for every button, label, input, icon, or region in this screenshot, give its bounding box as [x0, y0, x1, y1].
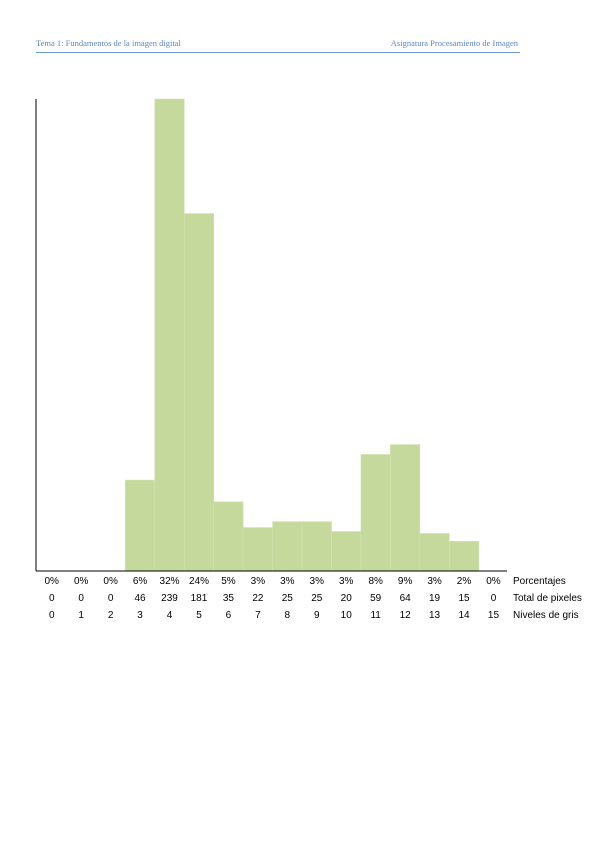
- pixel-count-label-11: 59: [370, 593, 382, 604]
- row-label-categories: Niveles de gris: [513, 610, 579, 621]
- percentage-label-5: 24%: [189, 576, 209, 587]
- histogram-bar-7: [242, 527, 273, 572]
- gray-level-label-6: 6: [226, 610, 232, 621]
- pixel-count-label-5: 181: [191, 593, 208, 604]
- percentage-label-6: 5%: [221, 576, 236, 587]
- gray-level-label-2: 2: [108, 610, 114, 621]
- percentage-label-14: 2%: [457, 576, 472, 587]
- gray-level-label-4: 4: [167, 610, 173, 621]
- gray-level-label-14: 14: [458, 610, 470, 621]
- pixel-count-label-12: 64: [400, 593, 412, 604]
- gray-level-label-11: 11: [370, 610, 381, 621]
- gray-level-label-9: 9: [314, 610, 320, 621]
- percentage-label-4: 32%: [160, 576, 180, 587]
- gray-level-label-13: 13: [429, 610, 441, 621]
- pixel-count-label-10: 20: [341, 593, 353, 604]
- histogram-bar-13: [419, 533, 450, 572]
- pixel-count-label-2: 0: [108, 593, 114, 604]
- header-course-title: Asignatura Procesamiento de Imagen: [390, 38, 518, 48]
- percentage-label-1: 0%: [74, 576, 89, 587]
- histogram-bar-10: [331, 531, 362, 572]
- pixel-count-label-6: 35: [223, 593, 235, 604]
- percentage-label-13: 3%: [427, 576, 442, 587]
- gray-level-label-10: 10: [341, 610, 353, 621]
- gray-level-label-0: 0: [49, 610, 55, 621]
- histogram-bar-4: [154, 98, 185, 572]
- pixel-count-label-15: 0: [491, 593, 497, 604]
- pixel-count-label-1: 0: [78, 593, 84, 604]
- percentage-label-11: 8%: [368, 576, 383, 587]
- percentage-label-15: 0%: [486, 576, 501, 587]
- percentage-label-12: 9%: [398, 576, 413, 587]
- pixel-count-label-13: 19: [429, 593, 441, 604]
- gray-level-label-15: 15: [488, 610, 500, 621]
- gray-level-label-8: 8: [285, 610, 291, 621]
- histogram-bar-12: [390, 444, 421, 572]
- percentage-label-9: 3%: [310, 576, 325, 587]
- gray-level-label-5: 5: [196, 610, 202, 621]
- row-label-values: Total de pixeles: [513, 593, 582, 604]
- percentage-label-7: 3%: [251, 576, 266, 587]
- percentage-label-0: 0%: [44, 576, 59, 587]
- histogram-bar-3: [125, 479, 156, 572]
- gray-level-label-1: 1: [78, 610, 84, 621]
- gray-level-label-12: 12: [400, 610, 412, 621]
- histogram-bar-9: [301, 521, 332, 572]
- pixel-count-label-9: 25: [311, 593, 323, 604]
- pixel-count-label-8: 25: [282, 593, 294, 604]
- pixel-count-label-7: 22: [252, 593, 264, 604]
- row-label-percentages: Porcentajes: [513, 576, 566, 587]
- histogram-bar-14: [448, 541, 480, 572]
- page-header: Tema 1: Fundamentos de la imagen digital…: [36, 38, 520, 53]
- percentage-label-2: 0%: [103, 576, 118, 587]
- gray-level-label-7: 7: [255, 610, 261, 621]
- percentage-label-8: 3%: [280, 576, 295, 587]
- pixel-count-label-3: 46: [135, 593, 147, 604]
- histogram-bar-11: [360, 454, 391, 572]
- histogram-bar-8: [272, 521, 303, 572]
- pixel-count-label-0: 0: [49, 593, 55, 604]
- pixel-count-label-14: 15: [458, 593, 470, 604]
- pixel-count-label-4: 239: [161, 593, 178, 604]
- header-chapter-title: Tema 1: Fundamentos de la imagen digital: [36, 38, 181, 48]
- gray-level-label-3: 3: [137, 610, 143, 621]
- percentage-label-10: 3%: [339, 576, 354, 587]
- histogram-bar-6: [213, 501, 244, 572]
- histogram-bar-5: [183, 213, 215, 572]
- percentage-label-3: 6%: [133, 576, 148, 587]
